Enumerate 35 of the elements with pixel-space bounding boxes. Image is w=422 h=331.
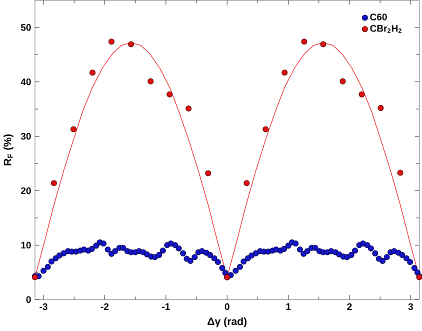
legend-label: C60 <box>370 14 387 21</box>
point <box>301 38 308 45</box>
x-axis-title: Δγ (rad) <box>208 317 247 328</box>
point <box>378 105 384 112</box>
point <box>282 70 288 76</box>
point <box>244 180 250 186</box>
x-tick-label: -3 <box>40 303 48 310</box>
point <box>320 41 326 48</box>
point <box>70 126 77 132</box>
y-tick-label: 50 <box>20 24 31 31</box>
point <box>186 106 192 112</box>
point <box>50 180 57 186</box>
point <box>108 38 114 45</box>
y-tick-label: 30 <box>20 133 31 140</box>
point <box>205 170 212 176</box>
x-tick-label: -2 <box>100 303 109 310</box>
point <box>166 92 173 98</box>
x-tick-label: 2 <box>347 303 352 310</box>
point <box>148 78 154 84</box>
point <box>397 170 404 176</box>
point <box>358 92 365 98</box>
y-tick-label: 40 <box>20 78 31 86</box>
point <box>340 78 346 84</box>
y-tick-label: 0 <box>26 296 31 304</box>
x-tick-label: 3 <box>408 303 413 310</box>
y-axis-title: R$_{F}$ (%) <box>4 134 14 166</box>
x-tick-label: -1 <box>162 303 170 310</box>
point <box>128 41 134 48</box>
y-tick-label: 10 <box>21 242 31 249</box>
x-tick-label: 1 <box>286 303 291 310</box>
x-tick-label: 0 <box>224 303 230 310</box>
point <box>262 126 269 132</box>
legend-label: CBr$_{2}$H$_{2}$ <box>370 25 402 33</box>
y-tick-label: 20 <box>20 187 31 194</box>
point <box>89 70 96 76</box>
